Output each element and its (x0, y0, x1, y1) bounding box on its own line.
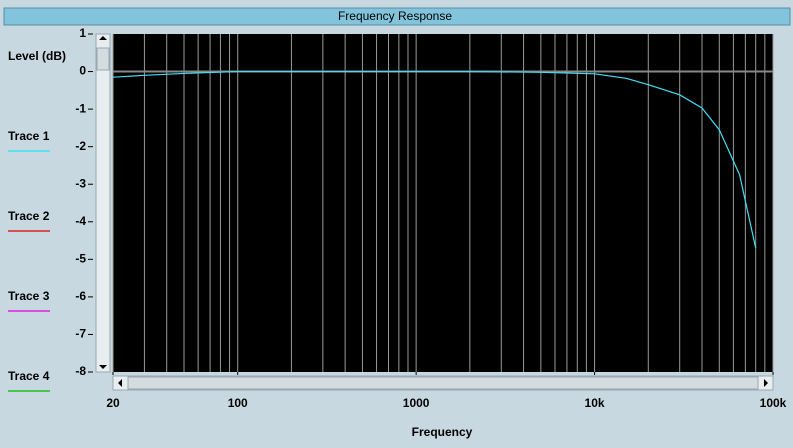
x-tick-label: 100k (760, 396, 787, 410)
x-tick-label: 10k (585, 396, 605, 410)
y-tick-label: -6 (75, 289, 86, 303)
vertical-scrollbar[interactable] (95, 33, 111, 373)
y-tick-label: 0 (79, 64, 86, 78)
legend-label: Trace 3 (8, 289, 50, 303)
x-axis-label: Frequency (412, 425, 473, 439)
y-tick-label: -7 (75, 327, 86, 341)
plot-area (113, 34, 773, 372)
legend-label: Trace 1 (8, 129, 50, 143)
y-axis-label: Level (dB) (8, 49, 66, 63)
legend-label: Trace 4 (8, 369, 50, 383)
y-tick-label: -8 (75, 364, 86, 378)
x-tick-label: 1000 (403, 396, 430, 410)
x-tick-label: 100 (228, 396, 248, 410)
y-tick-label: 1 (79, 26, 86, 40)
x-tick-label: 20 (106, 396, 120, 410)
y-tick-label: -5 (75, 252, 86, 266)
chart-title: Frequency Response (338, 9, 452, 23)
trace-line (112, 70, 757, 249)
y-tick-label: -2 (75, 139, 86, 153)
y-tick-label: -4 (75, 214, 86, 228)
legend-label: Trace 2 (8, 209, 50, 223)
title-bar (3, 7, 791, 26)
horizontal-scrollbar[interactable] (112, 375, 774, 391)
y-tick-label: -3 (75, 176, 86, 190)
y-tick-label: -1 (75, 101, 86, 115)
